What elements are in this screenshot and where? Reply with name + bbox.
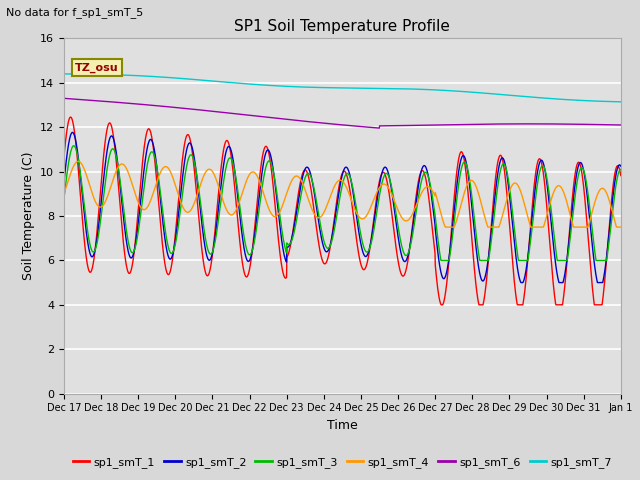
Text: No data for f_sp1_smT_5: No data for f_sp1_smT_5 <box>6 7 143 18</box>
Text: TZ_osu: TZ_osu <box>75 62 119 72</box>
Title: SP1 Soil Temperature Profile: SP1 Soil Temperature Profile <box>234 20 451 35</box>
Legend: sp1_smT_1, sp1_smT_2, sp1_smT_3, sp1_smT_4, sp1_smT_6, sp1_smT_7: sp1_smT_1, sp1_smT_2, sp1_smT_3, sp1_smT… <box>68 453 617 472</box>
X-axis label: Time: Time <box>327 419 358 432</box>
Y-axis label: Soil Temperature (C): Soil Temperature (C) <box>22 152 35 280</box>
